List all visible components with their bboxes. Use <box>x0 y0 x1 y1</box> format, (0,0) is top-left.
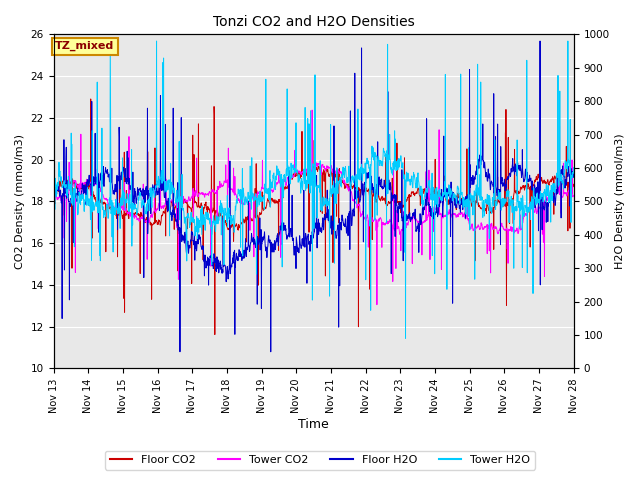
Title: Tonzi CO2 and H2O Densities: Tonzi CO2 and H2O Densities <box>212 15 415 29</box>
Legend: Floor CO2, Tower CO2, Floor H2O, Tower H2O: Floor CO2, Tower CO2, Floor H2O, Tower H… <box>105 451 535 469</box>
X-axis label: Time: Time <box>298 419 329 432</box>
Y-axis label: H2O Density (mmol/m3): H2O Density (mmol/m3) <box>615 133 625 269</box>
Text: TZ_mixed: TZ_mixed <box>55 41 115 51</box>
Y-axis label: CO2 Density (mmol/m3): CO2 Density (mmol/m3) <box>15 134 25 269</box>
